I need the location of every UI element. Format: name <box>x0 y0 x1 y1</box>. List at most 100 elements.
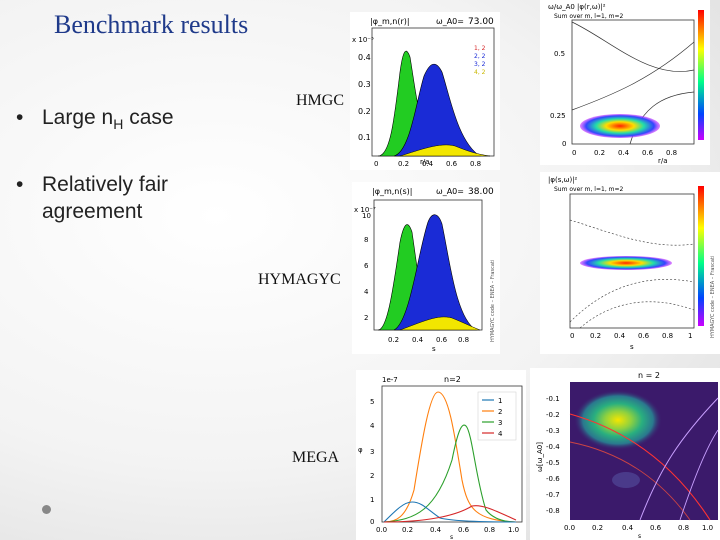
mega-map-xtick: 0.6 <box>650 524 662 532</box>
hmgc-ytick: 0.3 <box>358 80 371 89</box>
hmgc-xtick: 0.2 <box>398 160 409 168</box>
mega-map-ytick: -0.5 <box>546 459 560 467</box>
bullet-text-sub: H <box>113 116 124 133</box>
mega-map-plot: n = 2 ω[ω_A0] -0.1 -0.2 -0.3 -0.4 -0.5 -… <box>530 368 720 540</box>
hymagyc-xtick: 0.6 <box>436 336 448 344</box>
bullet-large-nh: • Large nH case <box>16 104 174 138</box>
hymagyc-map-side-label: HYMAGYC code – ENEA – Frascati <box>710 256 716 338</box>
mega-map-ytick: -0.8 <box>546 507 560 515</box>
mega-map-xtick: 1.0 <box>702 524 713 532</box>
hmgc-map-header: ω/ω_A0 |φ(r,ω)|² <box>548 3 606 11</box>
hymagyc-ytick: 10 <box>362 212 371 220</box>
bullet-line-1: Relatively fair <box>42 173 169 196</box>
hmgc-xtick: 0 <box>374 160 378 168</box>
mega-ytick: 4 <box>370 422 375 430</box>
mega-xlabel: s <box>450 534 453 540</box>
mega-ytick: 3 <box>370 448 374 456</box>
hmgc-profile-header-right-value: 73.00 <box>468 17 494 27</box>
mega-xtick: 0.6 <box>458 526 470 534</box>
bullet-line-2: agreement <box>42 200 143 223</box>
hmgc-map-xtick: 0.6 <box>642 149 654 157</box>
hmgc-legend-3: 3, 2 <box>474 61 486 68</box>
hymagyc-xtick: 0.4 <box>412 336 424 344</box>
mega-map-xtick: 0.8 <box>678 524 689 532</box>
hymagyc-xtick: 0.8 <box>458 336 469 344</box>
hymagyc-ytick: 4 <box>364 288 369 296</box>
hymagyc-map-xtick: 0 <box>570 332 574 340</box>
hmgc-map-xtick: 0.2 <box>594 149 605 157</box>
hmgc-map-ytick: 0 <box>562 140 566 148</box>
code-label-hymagyc: HYMAGYC <box>258 271 341 288</box>
bullet-dot: • <box>16 106 24 129</box>
mega-ytick: 1 <box>370 496 374 504</box>
hmgc-map-xtick: 0.8 <box>666 149 677 157</box>
mega-xtick: 0.2 <box>402 526 413 534</box>
mega-profile-exp: 1e-7 <box>382 376 398 384</box>
hmgc-map-plot: ω/ω_A0 |φ(r,ω)|² Sum over m, l=1, m=2 0.… <box>540 0 710 165</box>
hymagyc-map-xtick: 0.6 <box>638 332 650 340</box>
hymagyc-xtick: 0.2 <box>388 336 399 344</box>
slide-footer-dot <box>42 505 51 514</box>
hymagyc-ytick: 8 <box>364 236 368 244</box>
mega-profile-title: n=2 <box>444 375 461 384</box>
hymagyc-ytick: 6 <box>364 262 369 270</box>
hymagyc-profile-plot: |φ_m,n(s)| ω_A0= 38.00 x 10⁻⁷ 10 8 6 4 2… <box>352 182 500 354</box>
mega-legend-3: 3 <box>498 419 502 427</box>
mega-map-title: n = 2 <box>638 371 660 380</box>
hmgc-map-ytick: 0.5 <box>554 50 565 58</box>
mega-map-ytick: -0.4 <box>546 443 560 451</box>
hmgc-map-ytick: 0.25 <box>550 112 566 120</box>
hmgc-legend-2: 2, 2 <box>474 53 486 60</box>
hymagyc-map-xtick: 0.8 <box>662 332 673 340</box>
hymagyc-xlabel: s <box>432 345 436 353</box>
bullet-text-pre: Large n <box>42 106 114 129</box>
mega-profile-plot: 1e-7 n=2 1 2 3 4 5 4 3 2 1 0 φ 0.0 0.2 0… <box>356 370 526 540</box>
hymagyc-map-header: |φ(s,ω)|² <box>548 176 578 184</box>
hymagyc-map-xtick: 1 <box>688 332 692 340</box>
hymagyc-map-xtick: 0.4 <box>614 332 626 340</box>
mega-map-xlabel: s <box>638 533 641 540</box>
mega-map-xtick: 0.0 <box>564 524 575 532</box>
hymagyc-profile-header-right-label: ω_A0= <box>436 187 464 196</box>
slide-title: Benchmark results <box>54 10 249 39</box>
hmgc-legend-1: 1, 2 <box>474 45 486 52</box>
mega-xtick: 0.8 <box>484 526 495 534</box>
mega-ytick: 2 <box>370 472 374 480</box>
hmgc-xtick: 0.4 <box>422 160 434 168</box>
code-label-mega: MEGA <box>292 449 340 466</box>
hymagyc-profile-side-label: HYMAGYC code – ENEA – Frascati <box>490 260 496 342</box>
hmgc-map-xtick: 0 <box>572 149 576 157</box>
hymagyc-ytick: 2 <box>364 314 368 322</box>
hmgc-legend-4: 4, 2 <box>474 69 486 76</box>
mega-legend-2: 2 <box>498 408 502 416</box>
mega-map-xtick: 0.4 <box>622 524 634 532</box>
mega-map-ytick: -0.7 <box>546 491 560 499</box>
hymagyc-profile-exp: x 10⁻⁷ <box>354 206 376 214</box>
hmgc-xtick: 0.8 <box>470 160 481 168</box>
mega-map-ytick: -0.1 <box>546 395 560 403</box>
bullet-fair-agreement: • Relatively fair agreement <box>16 171 169 225</box>
hmgc-map-header2: Sum over m, l=1, m=2 <box>554 13 624 20</box>
mega-ytick: 5 <box>370 398 374 406</box>
mega-ylabel: φ <box>358 446 363 454</box>
hymagyc-map-xlabel: s <box>630 343 634 351</box>
mega-ytick: 0 <box>370 518 374 526</box>
code-label-hmgc: HMGC <box>296 92 345 109</box>
mega-map-ytick: -0.2 <box>546 411 560 419</box>
bullet-dot: • <box>16 173 24 196</box>
hmgc-xtick: 0.6 <box>446 160 458 168</box>
hymagyc-map-xtick: 0.2 <box>590 332 601 340</box>
hmgc-xlabel: r/a <box>420 158 430 166</box>
mega-xtick: 0.0 <box>376 526 387 534</box>
mega-xtick: 0.4 <box>430 526 442 534</box>
hmgc-profile-exp: x 10⁻⁵ <box>352 36 374 44</box>
hmgc-profile-header-left: |φ_m,n(r)| <box>370 17 410 26</box>
mega-map-ytick: -0.3 <box>546 427 560 435</box>
hymagyc-profile-header-right-value: 38.00 <box>468 187 494 197</box>
hmgc-ytick: 0.4 <box>358 53 371 62</box>
mega-legend-4: 4 <box>498 430 503 438</box>
hmgc-map-xlabel: r/a <box>658 157 668 165</box>
hmgc-ytick: 0.2 <box>358 107 371 116</box>
bullet-text-post: case <box>123 106 174 129</box>
hmgc-profile-header-right-label: ω_A0= <box>436 17 464 26</box>
